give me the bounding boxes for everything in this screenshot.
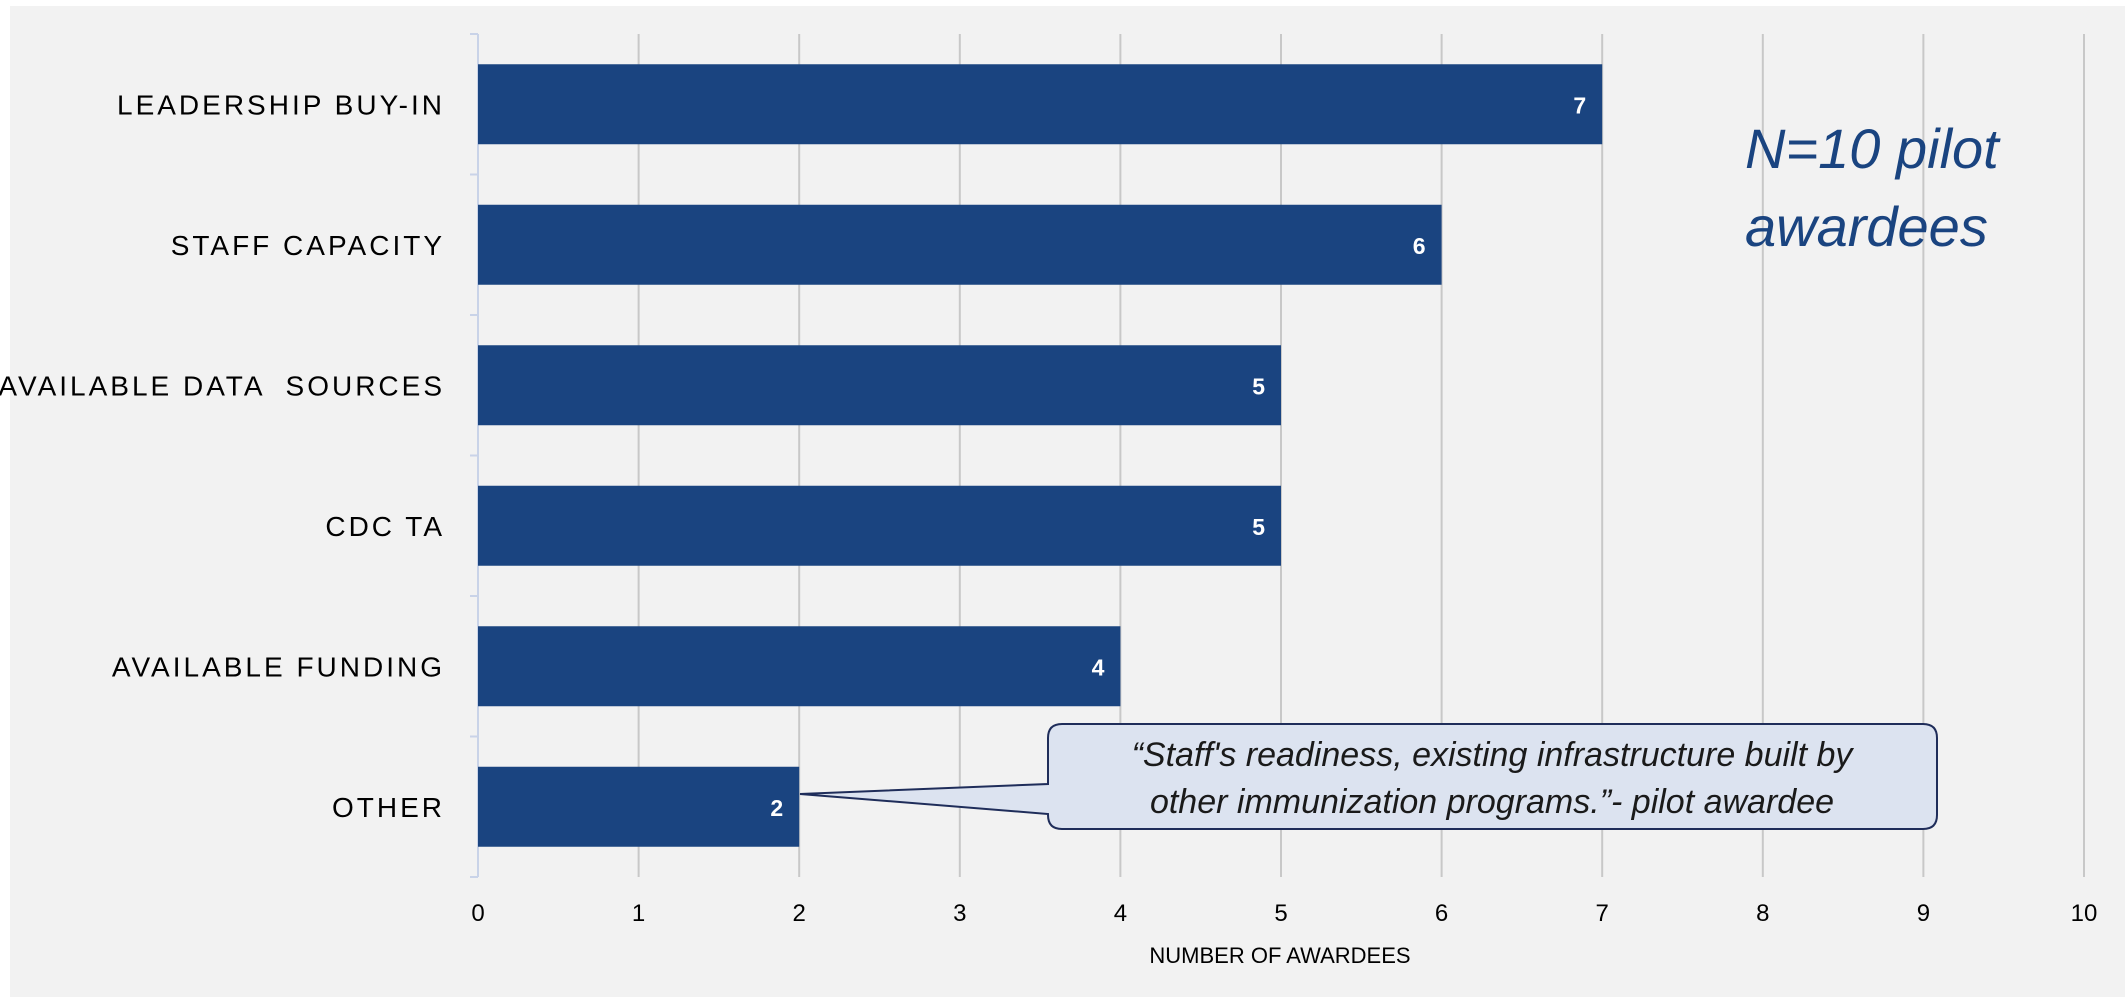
x-tick-label-6: 6 <box>1435 900 1448 927</box>
x-tick-labels: 0 1 2 3 4 5 6 7 8 9 10 <box>471 900 2097 927</box>
x-axis-title: NUMBER OF AWARDEES <box>1149 943 1410 968</box>
x-tick-label-3: 3 <box>953 900 966 927</box>
bar-staff-capacity <box>478 204 1442 285</box>
bars: 7 6 5 5 4 2 <box>478 64 1603 847</box>
category-label-staff-capacity: STAFF CAPACITY <box>171 230 445 261</box>
data-label-available-funding: 4 <box>1092 654 1105 680</box>
x-tick-label-10: 10 <box>2071 900 2098 927</box>
x-tick-label-5: 5 <box>1274 900 1287 927</box>
category-label-leadership-buy-in: LEADERSHIP BUY-IN <box>117 89 445 120</box>
category-label-other: OTHER <box>332 792 445 823</box>
x-tick-label-2: 2 <box>793 900 806 927</box>
x-tick-label-4: 4 <box>1114 900 1127 927</box>
bar-leadership-buy-in <box>478 64 1603 145</box>
bar-other <box>478 766 800 847</box>
bar-cdc-ta <box>478 485 1281 566</box>
callout-box <box>799 723 1938 830</box>
callout-quote-line-1: “Staff's readiness, existing infrastruct… <box>1132 736 1855 774</box>
data-label-available-data-sources: 5 <box>1252 373 1265 399</box>
sample-size-annotation-line-2: awardees <box>1745 195 1988 258</box>
data-label-cdc-ta: 5 <box>1252 514 1265 540</box>
callout-quote-line-2: other immunization programs.”- pilot awa… <box>1150 783 1834 821</box>
bar-available-funding <box>478 626 1121 707</box>
category-label-cdc-ta: CDC TA <box>325 511 445 542</box>
data-label-staff-capacity: 6 <box>1413 233 1426 259</box>
data-label-other: 2 <box>770 795 783 821</box>
quote-callout: “Staff's readiness, existing infrastruct… <box>799 723 1938 830</box>
category-label-available-data-sources: AVAILABLE DATA SOURCES <box>0 370 445 401</box>
x-tick-label-9: 9 <box>1917 900 1930 927</box>
x-tick-label-1: 1 <box>632 900 645 927</box>
x-tick-label-8: 8 <box>1756 900 1769 927</box>
x-tick-label-7: 7 <box>1596 900 1609 927</box>
category-label-available-funding: AVAILABLE FUNDING <box>112 651 445 682</box>
bar-available-data-sources <box>478 345 1281 426</box>
category-labels: LEADERSHIP BUY-IN STAFF CAPACITY AVAILABLE… <box>0 89 445 823</box>
x-tick-label-0: 0 <box>471 900 484 927</box>
data-label-leadership-buy-in: 7 <box>1573 92 1586 118</box>
sample-size-annotation-line-1: N=10 pilot <box>1745 117 2001 180</box>
